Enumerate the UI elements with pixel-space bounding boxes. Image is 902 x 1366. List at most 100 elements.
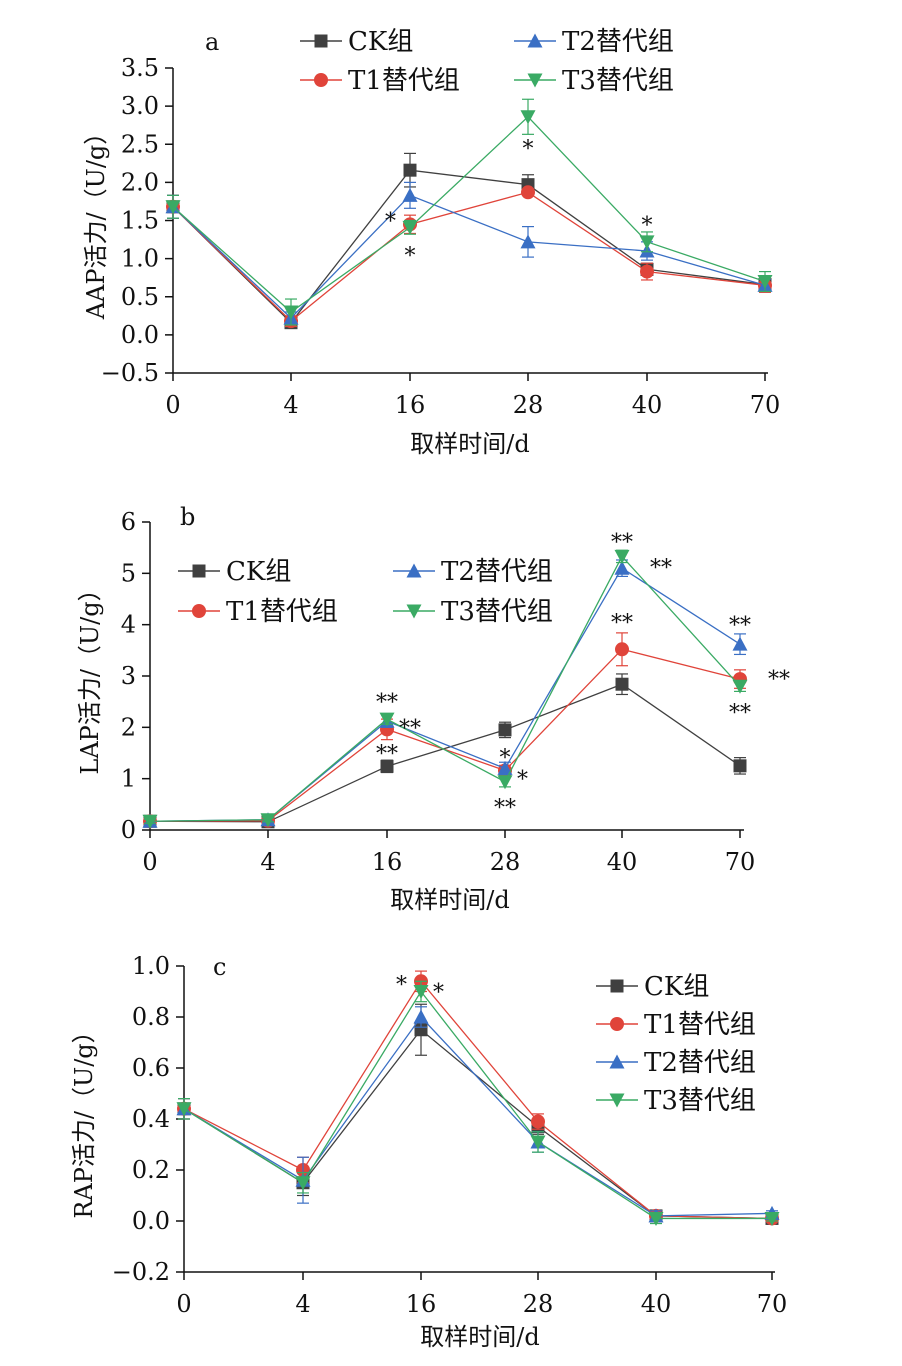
legend-marker (610, 979, 624, 993)
y-tick-label: 0 (121, 816, 136, 844)
significance-marker: * (500, 746, 511, 771)
data-point (413, 1009, 429, 1024)
legend-label: CK组 (644, 972, 709, 1002)
data-point (639, 235, 655, 250)
y-tick-label: 5 (121, 559, 136, 587)
legend-item: CK组 (596, 972, 709, 1002)
y-tick-label: 2.5 (121, 130, 159, 158)
panel-label: c (213, 953, 226, 981)
significance-marker: * (523, 137, 534, 162)
panel-label: a (205, 28, 219, 56)
series-line (149, 648, 741, 822)
data-point (497, 760, 513, 775)
series-0 (143, 673, 747, 829)
data-point (498, 723, 512, 737)
legend-item: T2替代组 (393, 557, 553, 587)
x-tick-label: 4 (295, 1290, 310, 1318)
x-tick-label: 28 (513, 391, 544, 419)
x-tick-label: 70 (725, 848, 756, 876)
data-point (402, 187, 418, 202)
legend-marker (609, 1093, 625, 1108)
y-tick-label: 2.0 (121, 168, 159, 196)
significance-marker: ** (650, 556, 672, 581)
y-tick-label: 1.0 (121, 245, 159, 273)
y-tick-label: 1.0 (132, 952, 170, 980)
data-point (732, 636, 748, 651)
data-point (764, 1211, 780, 1226)
legend-marker (192, 564, 206, 578)
x-tick-label: 70 (757, 1290, 788, 1318)
series-1 (166, 185, 772, 329)
data-point (640, 264, 654, 279)
x-axis-title: 取样时间/d (410, 430, 529, 458)
y-tick-label: 1.5 (121, 207, 159, 235)
y-tick-label: 1 (121, 765, 136, 793)
series-1 (143, 632, 747, 829)
y-axis-title: AAP活力/（U/g） (82, 121, 110, 321)
data-point (295, 1176, 311, 1191)
data-point (521, 185, 535, 200)
significance-marker: * (433, 981, 444, 1006)
y-tick-label: −0.5 (101, 359, 159, 387)
legend-item: CK组 (300, 27, 413, 57)
series-line (172, 194, 766, 320)
significance-marker: * (642, 213, 653, 238)
significance-marker: ** (376, 742, 398, 767)
legend-label: T3替代组 (441, 597, 553, 627)
data-point (648, 1211, 664, 1226)
legend-label: T1替代组 (644, 1010, 756, 1040)
significance-marker: ** (611, 611, 633, 636)
y-tick-label: 0.6 (132, 1054, 170, 1082)
significance-marker: ** (729, 701, 751, 726)
series-line (149, 555, 741, 822)
series-line (183, 1015, 773, 1217)
legend-marker (406, 563, 422, 578)
legend-marker (192, 604, 206, 618)
y-tick-label: 2 (121, 713, 136, 741)
legend-item: T3替代组 (393, 597, 553, 627)
x-tick-label: 4 (260, 848, 275, 876)
y-axis-title: RAP活力/（U/g） (70, 1019, 98, 1218)
legend-label: CK组 (348, 27, 413, 57)
data-point (413, 985, 429, 999)
legend-label: T2替代组 (644, 1048, 756, 1078)
x-tick-label: 16 (406, 1290, 437, 1318)
legend-item: T2替代组 (596, 1048, 756, 1078)
x-tick-label: 70 (750, 391, 781, 419)
data-point (615, 642, 629, 657)
y-tick-label: 0.0 (121, 321, 159, 349)
data-point (414, 1023, 428, 1037)
data-point (615, 677, 629, 691)
significance-marker: ** (494, 796, 516, 821)
data-point (520, 110, 536, 125)
series-line (183, 990, 772, 1220)
significance-marker: * (517, 768, 528, 793)
data-point (402, 220, 418, 235)
series-0 (166, 152, 772, 330)
data-point (614, 560, 630, 575)
legend-item: T3替代组 (596, 1086, 756, 1116)
y-tick-label: 0.8 (132, 1003, 170, 1031)
data-point (614, 549, 630, 564)
y-tick-label: 0.0 (132, 1207, 170, 1235)
x-axis-title: 取样时间/d (420, 1323, 539, 1351)
x-tick-label: 0 (142, 848, 157, 876)
y-tick-label: −0.2 (112, 1258, 170, 1286)
x-tick-label: 16 (372, 848, 403, 876)
legend-label: CK组 (226, 557, 291, 587)
series-3 (176, 980, 780, 1226)
x-tick-label: 28 (490, 848, 521, 876)
x-tick-label: 40 (632, 391, 663, 419)
legend-label: T1替代组 (226, 597, 338, 627)
data-point (732, 679, 748, 694)
series-line (172, 191, 766, 323)
legend-label: T3替代组 (644, 1086, 756, 1116)
x-axis-title: 取样时间/d (390, 886, 509, 914)
chart-panel-a: −0.5 0.0 0.5 1.0 1.5 2.0 2.5 3.0 3.5 0 4 16 28 40 70 取样… (82, 27, 780, 458)
x-tick-label: 40 (641, 1290, 672, 1318)
y-tick-label: 0.2 (132, 1156, 170, 1184)
series-line (172, 169, 766, 324)
data-point (165, 200, 181, 215)
legend-item: T3替代组 (514, 66, 674, 96)
